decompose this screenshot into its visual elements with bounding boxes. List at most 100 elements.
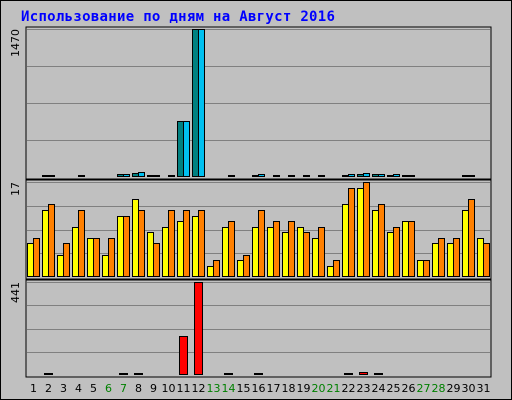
bar-middle-day-22-s2 [348, 188, 355, 277]
bar-middle-day-24-s2 [378, 204, 385, 277]
x-tick-label: 31 [477, 382, 491, 395]
x-tick-label: 26 [402, 382, 416, 395]
bar-top-day-22-s1 [342, 175, 349, 177]
x-tick-label: 13 [207, 382, 221, 395]
bar-top-day-2-s1 [42, 175, 49, 177]
x-tick-label: 15 [237, 382, 251, 395]
x-tick-label: 14 [222, 382, 236, 395]
bar-middle-day-17-s1 [267, 227, 274, 277]
bar-top-day-10-s2 [168, 175, 175, 177]
bar-top-day-25-s2 [393, 174, 400, 177]
bar-top-day-22-s2 [348, 174, 355, 177]
bar-middle-day-3-s2 [63, 243, 70, 277]
bar-top-day-25-s1 [387, 175, 394, 177]
x-tick-label: 9 [150, 382, 157, 395]
bar-top-day-26-s2 [408, 175, 415, 177]
bar-top-day-2-s2 [48, 175, 55, 177]
bar-bottom-day-8-s1 [134, 373, 143, 375]
bar-middle-day-26-s1 [402, 221, 409, 277]
x-tick-label: 20 [312, 382, 326, 395]
bar-middle-day-31-s2 [483, 243, 490, 277]
bar-top-day-19-s2 [303, 175, 310, 177]
x-tick-label: 21 [327, 382, 341, 395]
x-tick-label: 18 [282, 382, 296, 395]
bar-middle-day-12-s1 [192, 216, 199, 277]
bar-top-day-24-s2 [378, 174, 385, 177]
bar-middle-day-13-s2 [213, 260, 220, 277]
bar-top-day-4-s2 [78, 175, 85, 177]
bar-top-day-30-s2 [468, 175, 475, 177]
bar-middle-day-9-s1 [147, 232, 154, 277]
bar-middle-day-19-s1 [297, 227, 304, 277]
bar-middle-day-25-s2 [393, 227, 400, 277]
bar-top-day-23-s2 [363, 173, 370, 177]
bar-bottom-day-22-s1 [344, 373, 353, 375]
bar-middle-day-9-s2 [153, 243, 160, 277]
bar-middle-day-13-s1 [207, 266, 214, 277]
bar-middle-day-6-s2 [108, 238, 115, 277]
bar-middle-day-25-s1 [387, 232, 394, 277]
bar-top-day-11-s2 [183, 121, 190, 177]
x-tick-label: 1 [30, 382, 37, 395]
bar-middle-day-1-s2 [33, 238, 40, 277]
bar-middle-day-24-s1 [372, 210, 379, 277]
x-tick-label: 23 [357, 382, 371, 395]
bar-middle-day-29-s1 [447, 243, 454, 277]
x-tick-label: 4 [75, 382, 82, 395]
bar-middle-day-11-s1 [177, 221, 184, 277]
bar-middle-day-6-s1 [102, 255, 109, 277]
bar-top-day-14-s2 [228, 175, 235, 177]
x-tick-label: 6 [105, 382, 112, 395]
bar-middle-day-17-s2 [273, 221, 280, 277]
x-tick-label: 25 [387, 382, 401, 395]
bar-middle-day-16-s2 [258, 210, 265, 277]
bar-middle-day-5-s1 [87, 238, 94, 277]
bar-top-day-12-s2 [198, 29, 205, 177]
x-tick-label: 7 [120, 382, 127, 395]
bar-top-day-11-s1 [177, 121, 184, 177]
bar-bottom-day-23-s1 [359, 372, 368, 375]
panel-bottom [25, 279, 492, 378]
bar-middle-day-28-s2 [438, 238, 445, 277]
bar-middle-day-1-s1 [27, 243, 34, 277]
bar-middle-day-11-s2 [183, 210, 190, 277]
bar-bottom-day-2-s1 [44, 373, 53, 375]
bar-top-day-8-s1 [132, 173, 139, 177]
x-tick-label: 2 [45, 382, 52, 395]
chart-title: Использование по дням на Август 2016 [21, 9, 336, 25]
bar-top-day-30-s1 [462, 175, 469, 177]
bar-top-day-24-s1 [372, 174, 379, 177]
x-tick-label: 27 [417, 382, 431, 395]
x-tick-label: 24 [372, 382, 386, 395]
bar-middle-day-31-s1 [477, 238, 484, 277]
bar-middle-day-12-s2 [198, 210, 205, 277]
bar-middle-day-8-s2 [138, 210, 145, 277]
bar-top-day-17-s2 [273, 175, 280, 177]
bar-middle-day-18-s2 [288, 221, 295, 277]
bar-top-day-26-s1 [402, 175, 409, 177]
bar-middle-day-21-s1 [327, 266, 334, 277]
bar-middle-day-5-s2 [93, 238, 100, 277]
bar-middle-day-7-s1 [117, 216, 124, 277]
bar-middle-day-20-s1 [312, 238, 319, 277]
x-tick-label: 30 [462, 382, 476, 395]
bar-middle-day-28-s1 [432, 243, 439, 277]
bar-top-day-8-s2 [138, 172, 145, 177]
bar-middle-day-30-s1 [462, 210, 469, 277]
bar-bottom-day-7-s1 [119, 373, 128, 375]
bar-middle-day-3-s1 [57, 255, 64, 277]
bar-middle-day-20-s2 [318, 227, 325, 277]
bar-middle-day-29-s2 [453, 238, 460, 277]
bar-middle-day-2-s1 [42, 210, 49, 277]
x-tick-label: 16 [252, 382, 266, 395]
x-tick-label: 5 [90, 382, 97, 395]
bar-middle-day-7-s2 [123, 216, 130, 277]
bar-top-day-16-s1 [252, 175, 259, 177]
bar-middle-day-27-s1 [417, 260, 424, 277]
bar-top-day-12-s1 [192, 29, 199, 177]
bar-middle-day-18-s1 [282, 232, 289, 277]
bar-middle-day-23-s1 [357, 188, 364, 277]
bar-middle-day-26-s2 [408, 221, 415, 277]
